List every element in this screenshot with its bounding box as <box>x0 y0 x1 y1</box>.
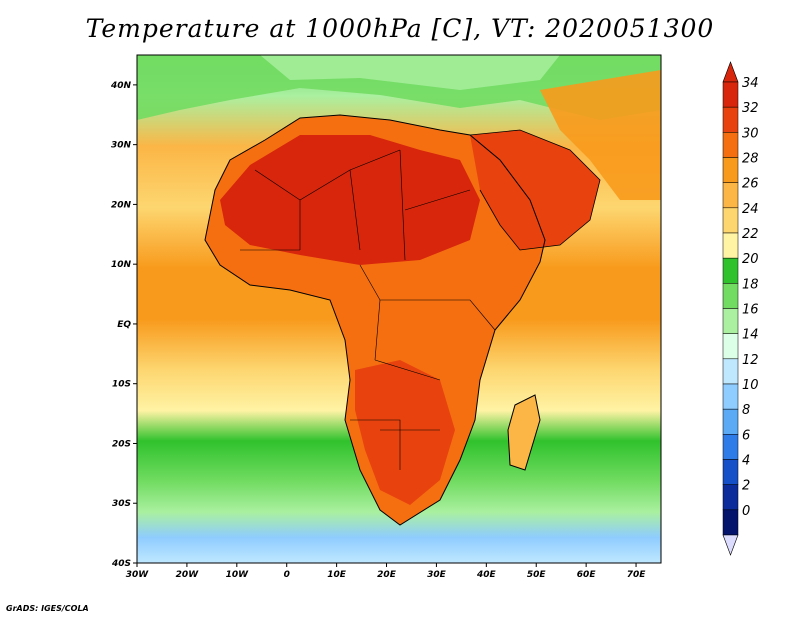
colorbar-top-arrow <box>722 61 739 83</box>
colorbar-swatch <box>722 157 739 183</box>
africa-coastline <box>204 114 546 526</box>
colorbar-label: 28 <box>742 152 759 167</box>
asia-region <box>540 70 661 200</box>
colorbar-bottom-arrow <box>722 534 739 556</box>
madagascar-coastline <box>507 394 541 471</box>
map-frame <box>136 54 662 564</box>
lat-tick-label: 40N <box>110 81 132 91</box>
colorbar-swatch <box>722 358 739 385</box>
colorbar-label: 24 <box>742 202 759 217</box>
colorbar-label: 2 <box>742 479 750 494</box>
colorbar-swatch <box>722 207 739 234</box>
lat-tick-label: 30N <box>111 141 132 151</box>
grads-credit: GrADS: IGES/COLA <box>6 604 89 613</box>
colorbar-label: 20 <box>742 252 759 267</box>
colorbar-label: 10 <box>742 378 759 393</box>
lon-tick-label: 10W <box>226 570 250 580</box>
colorbar-swatch <box>722 81 739 108</box>
lon-tick-label: 70E <box>627 570 647 580</box>
europe-cool-region <box>260 55 560 90</box>
lon-tick-label: 20E <box>377 570 397 580</box>
colorbar-swatch <box>722 333 739 360</box>
colorbar-label: 34 <box>742 76 759 91</box>
lat-tick-label: 20S <box>112 439 131 449</box>
lat-tick-label: 10S <box>112 380 131 390</box>
colorbar-swatch <box>722 308 739 334</box>
map-title: Temperature at 1000hPa [C], VT: 20200513… <box>85 14 715 43</box>
colorbar-label: 12 <box>742 353 759 368</box>
colorbar-label: 32 <box>742 101 759 116</box>
map-field <box>137 55 661 563</box>
country-borders <box>240 149 496 470</box>
sahara-hot-region <box>220 135 480 265</box>
lon-tick-label: 30W <box>126 570 150 580</box>
lat-tick-label: 30S <box>112 499 131 509</box>
colorbar-label: 0 <box>742 504 750 519</box>
colorbar-swatch <box>722 383 739 410</box>
lat-tick-label: 40S <box>111 559 131 569</box>
colorbar-swatch <box>722 408 739 435</box>
colorbar-label: 18 <box>742 277 759 292</box>
colorbar-swatch <box>722 232 739 259</box>
southern-africa-hot-region <box>355 360 455 505</box>
lon-tick-label: 60E <box>577 570 597 580</box>
colorbar-label: 14 <box>742 328 759 343</box>
colorbar-label: 6 <box>742 428 750 443</box>
lon-tick-label: 30E <box>427 570 447 580</box>
lon-tick-label: 0 <box>284 570 290 580</box>
colorbar-swatch <box>722 283 739 309</box>
colorbar-swatch <box>722 132 739 158</box>
colorbar-swatch <box>722 509 739 536</box>
lat-tick-label: EQ <box>117 320 131 330</box>
lon-tick-label: 10E <box>327 570 347 580</box>
lon-tick-label: 40E <box>476 570 497 580</box>
lon-axis: 30W 20W 10W 0 10E 20E 30E 40E 50E 60E 70E <box>126 563 646 580</box>
arabia-region <box>470 130 600 250</box>
arabia-coastline <box>469 129 601 251</box>
colorbar-swatch <box>722 106 739 133</box>
colorbar-swatch <box>722 434 739 460</box>
lat-tick-label: 20N <box>111 200 132 210</box>
colorbar-swatch <box>722 257 739 284</box>
colorbar-label: 8 <box>742 403 750 418</box>
colorbar-swatch <box>722 182 739 209</box>
lon-tick-label: 20W <box>176 570 200 580</box>
colorbar-label: 30 <box>742 126 759 141</box>
colorbar-label: 26 <box>742 177 759 192</box>
lon-tick-label: 50E <box>527 570 547 580</box>
madagascar <box>508 395 540 470</box>
colorbar-swatch <box>722 484 739 511</box>
colorbar-label: 16 <box>742 303 759 318</box>
lat-tick-label: 10N <box>111 260 132 270</box>
lat-axis: 40N 30N 20N 10N EQ 10S 20S 30S 40S <box>110 81 137 569</box>
colorbar-label: 22 <box>742 227 759 242</box>
colorbar-label: 4 <box>742 454 750 469</box>
colorbar-swatch <box>722 459 739 485</box>
